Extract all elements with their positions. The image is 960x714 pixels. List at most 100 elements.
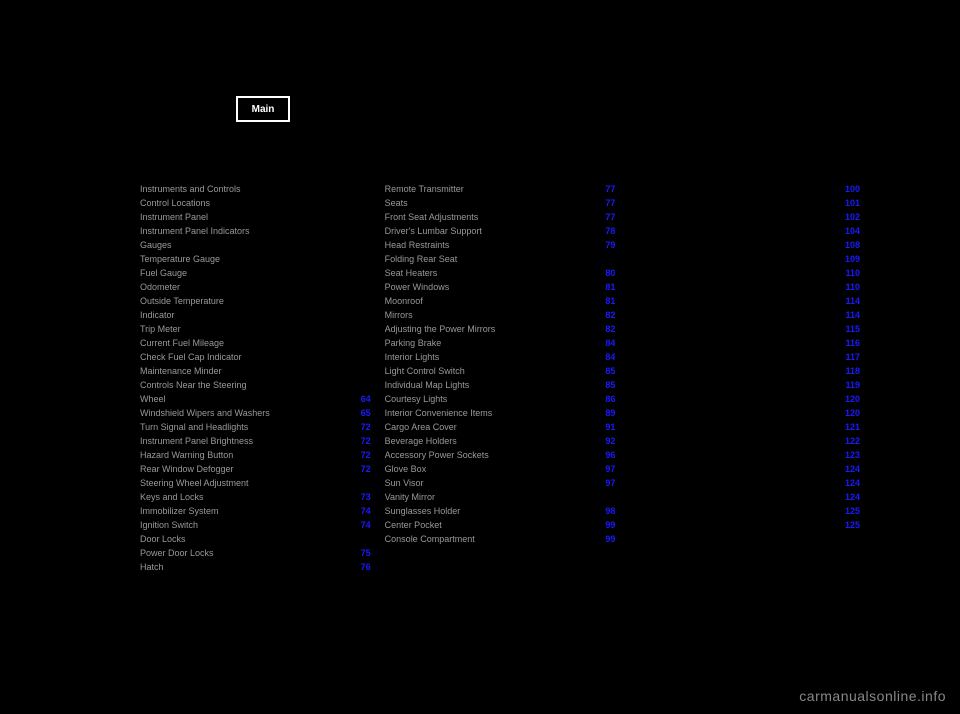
toc-entry[interactable]: 110 — [629, 266, 860, 280]
toc-entry[interactable]: Keys and Locks73 — [140, 490, 371, 504]
toc-entry[interactable]: 124 — [629, 490, 860, 504]
toc-page-number[interactable]: 125 — [845, 504, 860, 518]
toc-entry[interactable]: Immobilizer System74 — [140, 504, 371, 518]
toc-page-number[interactable]: 76 — [361, 560, 371, 574]
toc-entry[interactable]: Individual Map Lights85 — [385, 378, 616, 392]
toc-entry[interactable]: Wheel64 — [140, 392, 371, 406]
toc-page-number[interactable]: 122 — [845, 434, 860, 448]
toc-entry[interactable]: Console Compartment99 — [385, 532, 616, 546]
toc-entry[interactable]: 104 — [629, 224, 860, 238]
toc-page-number[interactable]: 72 — [361, 420, 371, 434]
toc-page-number[interactable]: 124 — [845, 462, 860, 476]
toc-entry[interactable]: Turn Signal and Headlights72 — [140, 420, 371, 434]
toc-page-number[interactable]: 74 — [361, 504, 371, 518]
toc-page-number[interactable]: 81 — [605, 294, 615, 308]
toc-entry[interactable]: 101 — [629, 196, 860, 210]
toc-page-number[interactable]: 114 — [845, 308, 860, 322]
toc-page-number[interactable]: 109 — [845, 252, 860, 266]
toc-page-number[interactable]: 98 — [605, 504, 615, 518]
toc-entry[interactable]: Rear Window Defogger72 — [140, 462, 371, 476]
toc-entry[interactable]: Head Restraints79 — [385, 238, 616, 252]
toc-entry[interactable]: Seats77 — [385, 196, 616, 210]
toc-entry[interactable]: Power Windows81 — [385, 280, 616, 294]
toc-entry[interactable]: Instrument Panel Brightness72 — [140, 434, 371, 448]
toc-page-number[interactable]: 84 — [605, 336, 615, 350]
toc-page-number[interactable]: 89 — [605, 406, 615, 420]
toc-entry[interactable]: 108 — [629, 238, 860, 252]
toc-entry[interactable]: Front Seat Adjustments77 — [385, 210, 616, 224]
toc-entry[interactable]: 102 — [629, 210, 860, 224]
toc-page-number[interactable]: 82 — [605, 322, 615, 336]
toc-page-number[interactable]: 72 — [361, 448, 371, 462]
toc-entry[interactable]: 123 — [629, 448, 860, 462]
toc-page-number[interactable]: 123 — [845, 448, 860, 462]
toc-page-number[interactable]: 86 — [605, 392, 615, 406]
toc-entry[interactable]: 119 — [629, 378, 860, 392]
toc-entry[interactable]: Accessory Power Sockets96 — [385, 448, 616, 462]
toc-entry[interactable]: 122 — [629, 434, 860, 448]
toc-page-number[interactable]: 72 — [361, 462, 371, 476]
toc-page-number[interactable]: 108 — [845, 238, 860, 252]
toc-entry[interactable]: 118 — [629, 364, 860, 378]
toc-page-number[interactable]: 100 — [845, 182, 860, 196]
toc-page-number[interactable]: 64 — [361, 392, 371, 406]
toc-entry[interactable]: 124 — [629, 462, 860, 476]
toc-entry[interactable]: Seat Heaters80 — [385, 266, 616, 280]
toc-page-number[interactable]: 78 — [605, 224, 615, 238]
toc-page-number[interactable]: 92 — [605, 434, 615, 448]
toc-page-number[interactable]: 97 — [605, 476, 615, 490]
toc-entry[interactable]: 114 — [629, 294, 860, 308]
toc-entry[interactable]: Center Pocket99 — [385, 518, 616, 532]
toc-page-number[interactable]: 110 — [845, 280, 860, 294]
toc-page-number[interactable]: 119 — [845, 378, 860, 392]
toc-page-number[interactable]: 80 — [605, 266, 615, 280]
toc-page-number[interactable]: 101 — [845, 196, 860, 210]
toc-entry[interactable]: 110 — [629, 280, 860, 294]
toc-page-number[interactable]: 96 — [605, 448, 615, 462]
toc-page-number[interactable]: 116 — [845, 336, 860, 350]
toc-entry[interactable]: 100 — [629, 182, 860, 196]
toc-entry[interactable]: 125 — [629, 504, 860, 518]
toc-page-number[interactable]: 84 — [605, 350, 615, 364]
toc-page-number[interactable]: 114 — [845, 294, 860, 308]
toc-entry[interactable]: Interior Lights84 — [385, 350, 616, 364]
toc-page-number[interactable]: 110 — [845, 266, 860, 280]
toc-entry[interactable]: Remote Transmitter77 — [385, 182, 616, 196]
toc-entry[interactable]: 120 — [629, 406, 860, 420]
toc-entry[interactable]: Ignition Switch74 — [140, 518, 371, 532]
toc-entry[interactable]: 115 — [629, 322, 860, 336]
toc-page-number[interactable]: 75 — [361, 546, 371, 560]
toc-page-number[interactable]: 65 — [361, 406, 371, 420]
toc-page-number[interactable]: 73 — [361, 490, 371, 504]
toc-page-number[interactable]: 77 — [605, 210, 615, 224]
toc-page-number[interactable]: 79 — [605, 238, 615, 252]
toc-entry[interactable]: Moonroof81 — [385, 294, 616, 308]
toc-page-number[interactable]: 117 — [845, 350, 860, 364]
toc-page-number[interactable]: 102 — [845, 210, 860, 224]
toc-page-number[interactable]: 72 — [361, 434, 371, 448]
toc-page-number[interactable]: 115 — [845, 322, 860, 336]
toc-entry[interactable]: Hatch76 — [140, 560, 371, 574]
toc-entry[interactable]: Driver's Lumbar Support78 — [385, 224, 616, 238]
toc-page-number[interactable]: 74 — [361, 518, 371, 532]
toc-page-number[interactable]: 85 — [605, 364, 615, 378]
toc-entry[interactable]: Beverage Holders92 — [385, 434, 616, 448]
toc-page-number[interactable]: 118 — [845, 364, 860, 378]
toc-page-number[interactable]: 82 — [605, 308, 615, 322]
toc-entry[interactable]: 114 — [629, 308, 860, 322]
toc-page-number[interactable]: 77 — [605, 182, 615, 196]
toc-entry[interactable]: 125 — [629, 518, 860, 532]
toc-page-number[interactable]: 104 — [845, 224, 860, 238]
toc-entry[interactable]: Courtesy Lights86 — [385, 392, 616, 406]
toc-entry[interactable]: 116 — [629, 336, 860, 350]
toc-entry[interactable]: Sun Visor97 — [385, 476, 616, 490]
toc-entry[interactable]: Cargo Area Cover91 — [385, 420, 616, 434]
toc-page-number[interactable]: 99 — [605, 532, 615, 546]
toc-page-number[interactable]: 124 — [845, 476, 860, 490]
toc-page-number[interactable]: 125 — [845, 518, 860, 532]
toc-entry[interactable]: Light Control Switch85 — [385, 364, 616, 378]
toc-page-number[interactable]: 97 — [605, 462, 615, 476]
toc-page-number[interactable]: 77 — [605, 196, 615, 210]
toc-page-number[interactable]: 91 — [605, 420, 615, 434]
toc-page-number[interactable]: 120 — [845, 392, 860, 406]
